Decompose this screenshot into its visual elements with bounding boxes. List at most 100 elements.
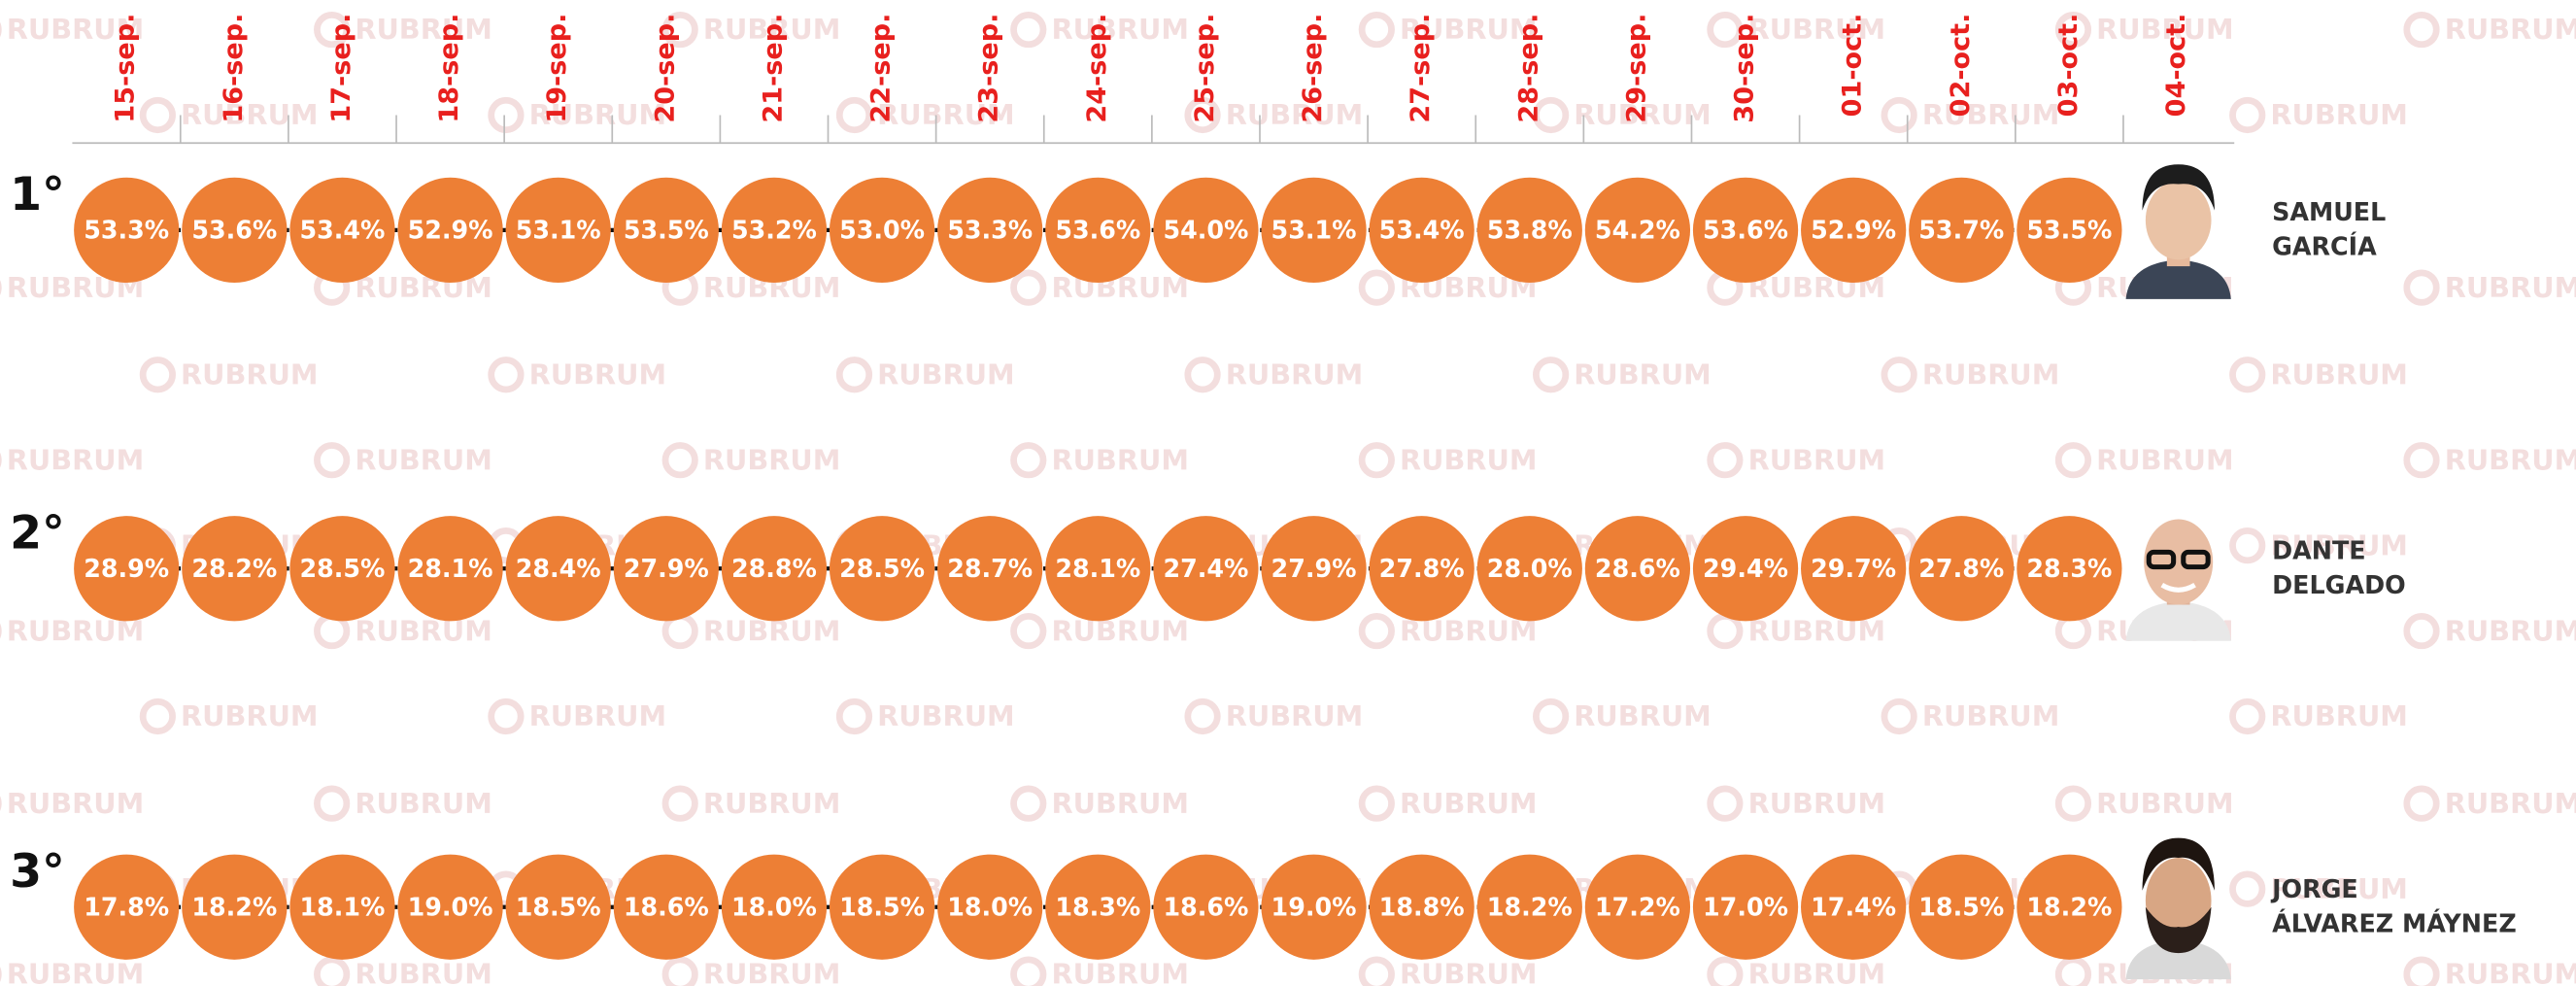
- date-label: 17-sep.: [326, 14, 356, 123]
- watermark: RUBRUM: [2445, 271, 2576, 304]
- value-label: 19.0%: [408, 892, 493, 921]
- value-label: 18.2%: [191, 892, 277, 921]
- watermark: RUBRUM: [1051, 958, 1189, 986]
- watermark-icon: [1536, 360, 1565, 390]
- chart: RUBRUM RUBRUM RUBRUM RUBRUM RUBRUM RUBRUM RUBR…: [0, 0, 2576, 986]
- value-label: 27.4%: [1163, 554, 1248, 583]
- watermark: RUBRUM: [2445, 614, 2576, 647]
- watermark: RUBRUM: [529, 699, 667, 732]
- value-label: 29.4%: [1703, 554, 1788, 583]
- value-label: 28.4%: [516, 554, 601, 583]
- watermark-icon: [665, 789, 695, 818]
- watermark: RUBRUM: [877, 699, 1015, 732]
- watermark-icon: [1362, 445, 1391, 474]
- date-label: 01-oct.: [1838, 14, 1868, 118]
- value-label: 53.4%: [299, 216, 385, 245]
- date-label: 02-oct.: [1946, 14, 1976, 118]
- watermark-icon: [1014, 960, 1043, 986]
- watermark: RUBRUM: [1748, 958, 1886, 986]
- date-label: 20-sep.: [650, 14, 680, 123]
- watermark: RUBRUM: [1574, 699, 1712, 732]
- value-label: 17.8%: [84, 892, 169, 921]
- value-label: 18.6%: [1163, 892, 1248, 921]
- watermark-icon: [2407, 789, 2436, 818]
- watermark-icon: [839, 100, 868, 129]
- watermark: RUBRUM: [355, 614, 492, 647]
- watermark: RUBRUM: [181, 98, 319, 131]
- value-label: 18.3%: [1055, 892, 1140, 921]
- watermark-icon: [839, 360, 868, 390]
- watermark-icon: [2233, 701, 2262, 731]
- watermark: RUBRUM: [1400, 787, 1538, 820]
- watermark: RUBRUM: [1574, 357, 1712, 391]
- date-label: 25-sep.: [1190, 14, 1220, 123]
- watermark-icon: [665, 960, 695, 986]
- candidate-name-line: DELGADO: [2272, 570, 2406, 599]
- watermark: RUBRUM: [1748, 443, 1886, 476]
- value-label: 53.6%: [1055, 216, 1140, 245]
- watermark: RUBRUM: [181, 699, 319, 732]
- date-label: 03-oct.: [2053, 14, 2084, 118]
- value-label: 17.4%: [1811, 892, 1896, 921]
- watermark-icon: [2233, 100, 2262, 129]
- watermark-icon: [1014, 15, 1043, 44]
- watermark-icon: [2407, 273, 2436, 302]
- value-label: 18.5%: [839, 892, 925, 921]
- watermark: RUBRUM: [877, 357, 1015, 391]
- watermark: RUBRUM: [2445, 443, 2576, 476]
- value-label: 53.4%: [1379, 216, 1465, 245]
- watermark-icon: [143, 360, 172, 390]
- watermark: RUBRUM: [355, 958, 492, 986]
- watermark-icon: [1362, 789, 1391, 818]
- value-label: 53.6%: [191, 216, 277, 245]
- value-label: 28.6%: [1595, 554, 1680, 583]
- value-label: 52.9%: [1811, 216, 1896, 245]
- candidate-name-line: SAMUEL: [2272, 197, 2386, 226]
- value-label: 53.7%: [1918, 216, 2004, 245]
- value-label: 28.9%: [84, 554, 169, 583]
- value-label: 53.0%: [839, 216, 925, 245]
- photos: [2126, 164, 2231, 979]
- date-label: 04-oct.: [2161, 14, 2191, 118]
- value-label: 53.3%: [947, 216, 1033, 245]
- photo: [2126, 520, 2231, 641]
- watermark-icon: [665, 445, 695, 474]
- watermark: RUBRUM: [355, 787, 492, 820]
- date-label: 29-sep.: [1621, 14, 1651, 123]
- photo: [2126, 838, 2231, 979]
- watermark: RUBRUM: [1922, 98, 2060, 131]
- watermark: RUBRUM: [1748, 787, 1886, 820]
- watermark-icon: [491, 701, 521, 731]
- watermark: RUBRUM: [2445, 787, 2576, 820]
- value-label: 28.5%: [839, 554, 925, 583]
- watermark-icon: [1188, 701, 1217, 731]
- watermark-icon: [1188, 360, 1217, 390]
- date-label: 22-sep.: [866, 14, 897, 123]
- watermark-icon: [1014, 273, 1043, 302]
- watermark: RUBRUM: [2445, 958, 2576, 986]
- watermark-icon: [1711, 616, 1740, 645]
- value-label: 18.2%: [2026, 892, 2112, 921]
- value-label: 18.2%: [1487, 892, 1573, 921]
- watermark: RUBRUM: [1226, 98, 1364, 131]
- value-label: 18.1%: [299, 892, 385, 921]
- value-label: 28.8%: [731, 554, 817, 583]
- rank: 1°: [10, 168, 65, 221]
- watermark-icon: [1884, 701, 1914, 731]
- watermark: RUBRUM: [1051, 443, 1189, 476]
- watermark: RUBRUM: [1922, 699, 2060, 732]
- watermark-icon: [1536, 701, 1565, 731]
- watermark-icon: [1014, 616, 1043, 645]
- rank: 2°: [10, 506, 65, 560]
- date-label: 27-sep.: [1406, 14, 1436, 123]
- watermark-icon: [839, 701, 868, 731]
- date-label: 16-sep.: [219, 14, 249, 123]
- watermark: RUBRUM: [2270, 699, 2407, 732]
- value-label: 29.7%: [1811, 554, 1896, 583]
- watermark-icon: [1884, 360, 1914, 390]
- watermark: RUBRUM: [2270, 357, 2407, 391]
- watermark: RUBRUM: [1226, 357, 1364, 391]
- watermark: RUBRUM: [2096, 443, 2234, 476]
- value-label: 19.0%: [1271, 892, 1357, 921]
- rank: 3°: [10, 845, 65, 899]
